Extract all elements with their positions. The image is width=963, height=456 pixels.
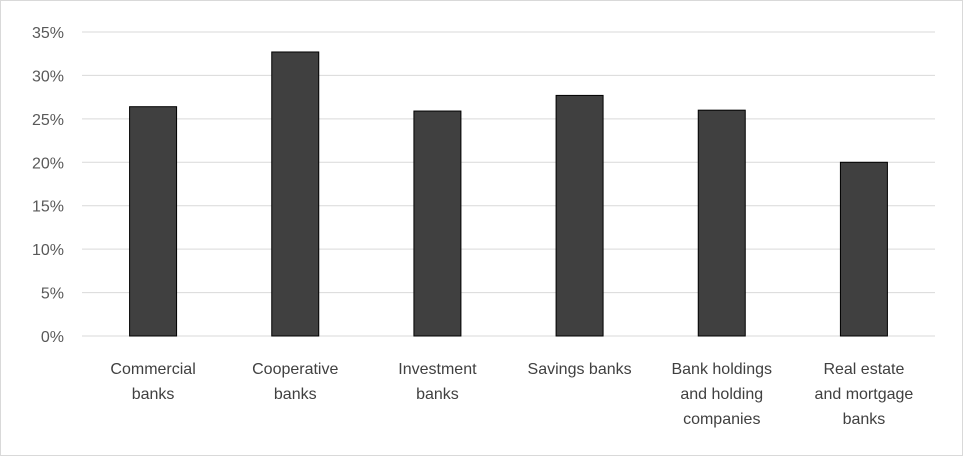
bar: [839, 161, 888, 337]
x-tick-label: and mortgage: [815, 386, 914, 403]
bar: [697, 109, 746, 337]
x-tick-label: and holding: [680, 386, 763, 403]
x-tick-label: Cooperative: [252, 361, 338, 378]
bar: [129, 106, 178, 337]
x-tick-label: companies: [683, 411, 760, 428]
y-tick-label: 20%: [32, 155, 64, 172]
x-tick-label: Real estate: [823, 361, 904, 378]
x-tick-label: banks: [416, 386, 459, 403]
x-tick-label: Savings banks: [528, 361, 632, 378]
y-tick-label: 10%: [32, 242, 64, 259]
y-tick-label: 0%: [41, 329, 64, 346]
x-tick-label: Commercial: [110, 361, 195, 378]
x-tick-label: Bank holdings: [671, 361, 772, 378]
bar: [555, 94, 604, 337]
x-tick-label: banks: [132, 386, 175, 403]
x-tick-label: Investment: [398, 361, 477, 378]
y-tick-label: 25%: [32, 112, 64, 129]
x-tick-label: banks: [274, 386, 317, 403]
x-tick-label: banks: [843, 411, 886, 428]
bar: [413, 110, 462, 337]
y-tick-label: 15%: [32, 199, 64, 216]
y-tick-label: 30%: [32, 68, 64, 85]
y-tick-label: 35%: [32, 25, 64, 42]
bar: [271, 51, 320, 337]
y-tick-label: 5%: [41, 286, 64, 303]
